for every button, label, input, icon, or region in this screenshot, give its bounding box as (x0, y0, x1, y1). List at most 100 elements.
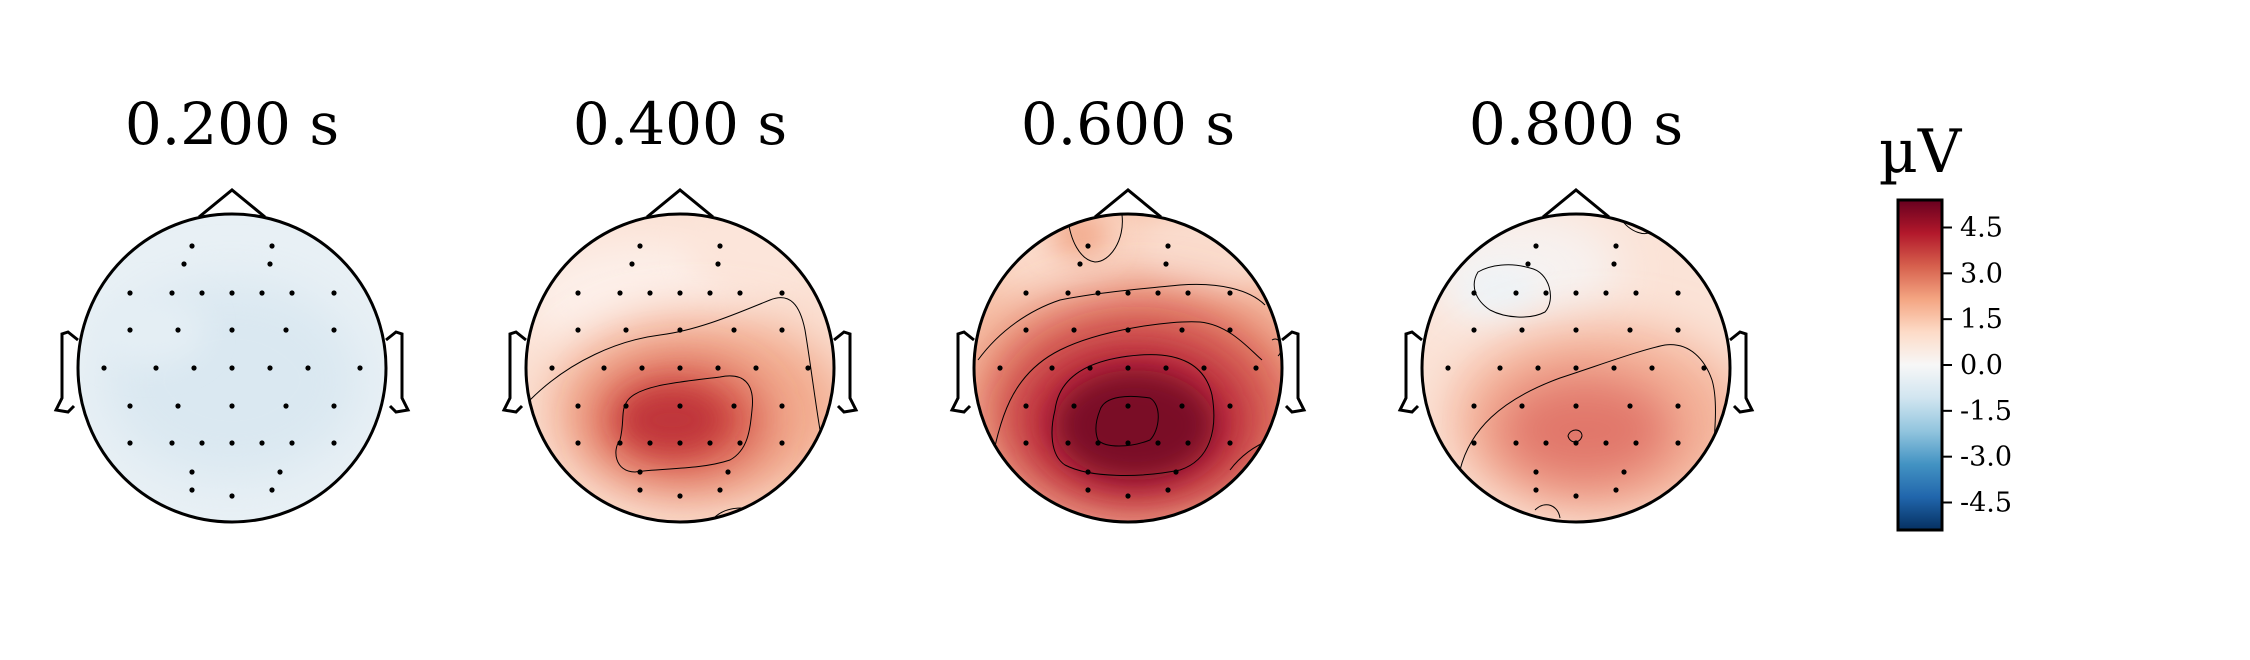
sensor-dot (707, 290, 713, 296)
sensor-dot (169, 290, 175, 296)
colorbar-tick-label: -3.0 (1960, 442, 2012, 473)
sensor-dot (191, 365, 197, 371)
sensor-dot (331, 440, 337, 446)
map-contour-3b (1459, 344, 1716, 471)
sensor-dot (575, 327, 581, 333)
sensor-dot (259, 290, 265, 296)
head-outline-2 (972, 212, 1284, 524)
nose-0 (198, 188, 266, 219)
map-title-3: 0.800 s (1469, 90, 1683, 158)
sensor-dot (1633, 290, 1639, 296)
sensor-dot (549, 365, 555, 371)
map-title-1: 0.400 s (573, 90, 787, 158)
sensor-dot (677, 327, 683, 333)
map-contour-2c (989, 321, 1263, 471)
map-contour-2d (1051, 354, 1215, 476)
map-blob-3 (1495, 375, 1675, 485)
colorbar-tick-label: -4.5 (1960, 488, 2012, 519)
sensor-dot (1573, 403, 1579, 409)
sensor-dot (283, 403, 289, 409)
sensor-dot (737, 290, 743, 296)
sensor-dot (267, 261, 273, 267)
sensor-dot (189, 243, 195, 249)
colorbar: µV 4.5 3.0 1.5 0.0 -1.5 -3.0 -4.5 (1879, 117, 2012, 532)
sensor-dot (1445, 365, 1451, 371)
sensor-dot (101, 365, 107, 371)
sensor-dot (725, 469, 731, 475)
sensor-dot (779, 290, 785, 296)
sensor-dot (731, 327, 737, 333)
sensor-dot (715, 261, 721, 267)
sensor-dot (1533, 469, 1539, 475)
sensor-dot (1649, 365, 1655, 371)
sensor-dot (1065, 290, 1071, 296)
sensor-dot (717, 487, 723, 493)
head-outline-0 (76, 212, 388, 524)
head-outlines (53, 188, 1755, 524)
nose-3 (1542, 188, 1610, 219)
sensor-dot (283, 327, 289, 333)
sensor-dot (153, 365, 159, 371)
sensor-dot (1095, 290, 1101, 296)
head-outline-1 (524, 212, 836, 524)
sensor-dot (289, 290, 295, 296)
sensor-dot (1471, 440, 1477, 446)
right-ear-2 (1281, 330, 1307, 414)
sensor-dot (1163, 365, 1169, 371)
colorbar-tick-label: 1.5 (1960, 304, 2003, 335)
sensor-dot (677, 440, 683, 446)
nose-1 (646, 188, 714, 219)
sensor-dot (601, 365, 607, 371)
colorbar-ticks: 4.5 3.0 1.5 0.0 -1.5 -3.0 -4.5 (1942, 213, 2012, 519)
sensor-dot (1253, 365, 1259, 371)
map-contour-2e (1095, 396, 1159, 447)
colorbar-tick-label: -1.5 (1960, 396, 2012, 427)
sensor-dot (181, 261, 187, 267)
map-contour-3a (1473, 264, 1551, 318)
sensor-dot (1085, 469, 1091, 475)
sensor-dot (1573, 290, 1579, 296)
map-contour-1b (615, 375, 754, 473)
sensor-dot (1163, 261, 1169, 267)
sensor-dot (1049, 365, 1055, 371)
map-contour-2b (977, 283, 1266, 361)
sensor-dot (1519, 327, 1525, 333)
sensor-dot (229, 493, 235, 499)
sensor-dot (1513, 290, 1519, 296)
sensor-dot (331, 290, 337, 296)
sensor-dot (1603, 440, 1609, 446)
sensor-dot (1573, 493, 1579, 499)
left-ear-0 (53, 330, 79, 414)
sensor-dot (1497, 365, 1503, 371)
sensor-dot (617, 440, 623, 446)
sensor-dot (623, 403, 629, 409)
sensor-dot (269, 487, 275, 493)
sensor-dot (127, 403, 133, 409)
sensor-dot (1185, 290, 1191, 296)
sensor-dot (1227, 290, 1233, 296)
sensor-dot (715, 365, 721, 371)
sensor-dot (575, 290, 581, 296)
sensor-dot (1533, 243, 1539, 249)
map-contour-2a (1067, 214, 1123, 263)
sensor-dot (805, 365, 811, 371)
sensor-dot (305, 365, 311, 371)
sensor-dot (1471, 290, 1477, 296)
sensor-dot (1543, 440, 1549, 446)
sensor-dot (639, 365, 645, 371)
sensor-dot (647, 290, 653, 296)
sensor-dot (677, 403, 683, 409)
sensor-dot (1471, 327, 1477, 333)
sensor-dot (575, 403, 581, 409)
map-blob-2 (1055, 370, 1215, 480)
sensor-dot (1573, 365, 1579, 371)
sensor-dot (259, 440, 265, 446)
left-ear-1 (501, 330, 527, 414)
sensor-dot (1627, 327, 1633, 333)
left-ear-3 (1397, 330, 1423, 414)
sensor-dot (1125, 403, 1131, 409)
sensor-dot (623, 327, 629, 333)
sensor-dot (1071, 327, 1077, 333)
sensor-dot (753, 365, 759, 371)
